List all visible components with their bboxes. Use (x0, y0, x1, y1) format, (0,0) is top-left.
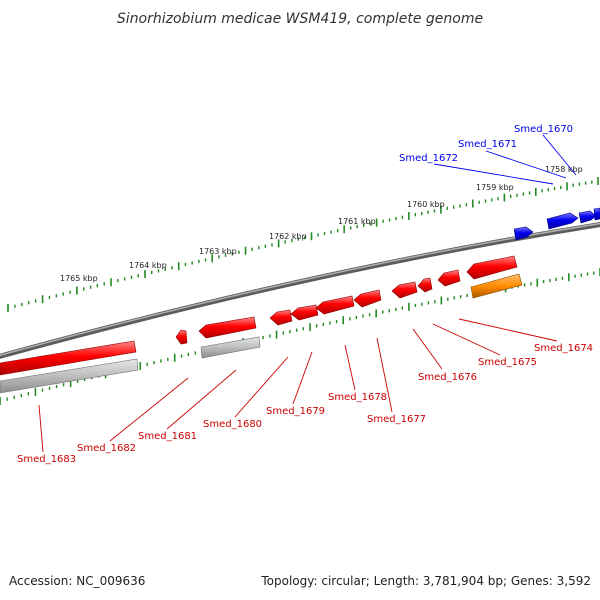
gene-label-smed-1676[interactable]: Smed_1676 (418, 372, 477, 383)
reverse-gene-callouts: Smed_1683 Smed_1682 Smed_1681 Smed_1680 … (17, 318, 593, 465)
gene-label-smed-1678[interactable]: Smed_1678 (328, 392, 387, 403)
gene-feature-smed-1673[interactable] (513, 226, 534, 241)
gene-label-smed-1677[interactable]: Smed_1677 (367, 414, 426, 425)
gene-label-smed-1683[interactable]: Smed_1683 (17, 454, 76, 465)
tick-label-1759: 1759 kbp (476, 183, 514, 192)
gene-feature-smed-1676[interactable] (391, 281, 418, 299)
gene-feature-smed-1680[interactable] (269, 309, 293, 326)
tick-label-1765: 1765 kbp (60, 274, 98, 283)
gene-label-smed-1680[interactable]: Smed_1680 (203, 419, 262, 430)
gene-label-smed-1672[interactable]: Smed_1672 (399, 153, 458, 164)
pseudo-feature-smed-1681[interactable] (200, 336, 261, 359)
gene-feature-smed-1681[interactable] (198, 316, 257, 339)
gene-feature-smed-1679[interactable] (290, 304, 319, 321)
gene-label-smed-1681[interactable]: Smed_1681 (138, 431, 197, 442)
tick-label-1764: 1764 kbp (129, 261, 167, 270)
reverse-strand-features (0, 255, 523, 394)
gene-feature-smed-1675[interactable] (417, 277, 433, 293)
gene-feature-smed-1674[interactable] (437, 269, 461, 287)
tick-label-1758: 1758 kbp (545, 165, 583, 174)
tick-label-1762: 1762 kbp (269, 232, 307, 241)
gene-label-smed-1679[interactable]: Smed_1679 (266, 406, 325, 417)
forward-strand-features (513, 207, 600, 241)
genome-backbone (0, 222, 600, 359)
gene-label-smed-1675[interactable]: Smed_1675 (478, 357, 537, 368)
genome-summary-text: Topology: circular; Length: 3,781,904 bp… (261, 574, 591, 588)
accession-text: Accession: NC_009636 (9, 574, 146, 588)
gene-feature-smed-1673-rev[interactable] (466, 255, 518, 280)
gene-label-smed-1682[interactable]: Smed_1682 (77, 443, 136, 454)
gene-feature-smed-1677[interactable] (353, 289, 382, 308)
gene-feature-smed-1670[interactable] (578, 210, 597, 224)
ruler-tick-labels: 1765 kbp 1764 kbp 1763 kbp 1762 kbp 1761… (60, 165, 583, 283)
gene-label-smed-1670[interactable]: Smed_1670 (514, 124, 573, 135)
tick-label-1761: 1761 kbp (338, 217, 376, 226)
tick-label-1760: 1760 kbp (407, 200, 445, 209)
gene-feature-edge[interactable] (593, 207, 600, 221)
map-title: Sinorhizobium medicae WSM419, complete g… (117, 11, 483, 27)
pseudo-feature-smed-1683[interactable] (0, 358, 139, 394)
gene-feature-smed-1671[interactable] (546, 212, 579, 230)
ruler-upper (7, 177, 599, 312)
gene-feature-smed-1678[interactable] (315, 295, 355, 315)
gene-label-smed-1674[interactable]: Smed_1674 (534, 343, 593, 354)
gene-feature-smed-1682[interactable] (175, 329, 188, 345)
gene-feature-smed-1683[interactable] (0, 340, 137, 376)
gene-label-smed-1671[interactable]: Smed_1671 (458, 139, 517, 150)
tick-label-1763: 1763 kbp (199, 247, 237, 256)
rna-feature[interactable] (470, 273, 523, 299)
forward-gene-callouts: Smed_1672 Smed_1671 Smed_1670 (399, 124, 577, 185)
